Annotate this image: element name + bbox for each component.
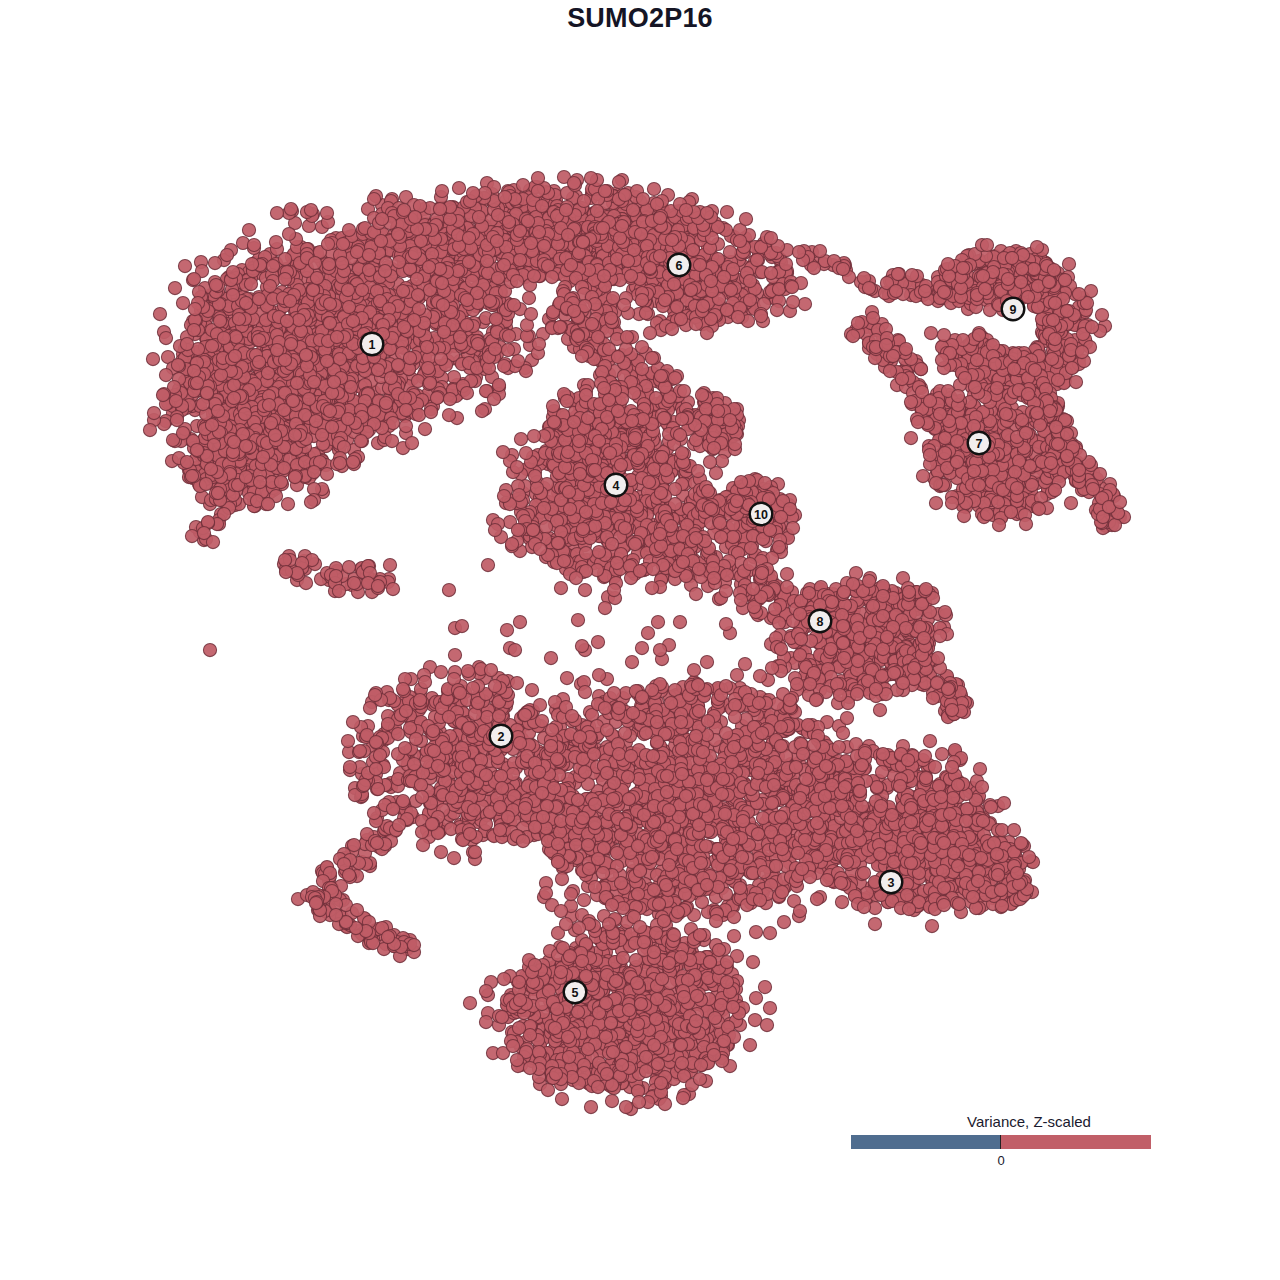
svg-text:8: 8	[817, 615, 824, 629]
svg-text:6: 6	[676, 259, 683, 273]
svg-text:1: 1	[369, 338, 376, 352]
svg-text:10: 10	[754, 508, 768, 522]
svg-text:2: 2	[498, 730, 505, 744]
svg-text:9: 9	[1010, 303, 1017, 317]
svg-text:3: 3	[888, 876, 895, 890]
svg-text:5: 5	[572, 986, 579, 1000]
svg-text:7: 7	[976, 437, 983, 451]
svg-text:4: 4	[613, 479, 620, 493]
